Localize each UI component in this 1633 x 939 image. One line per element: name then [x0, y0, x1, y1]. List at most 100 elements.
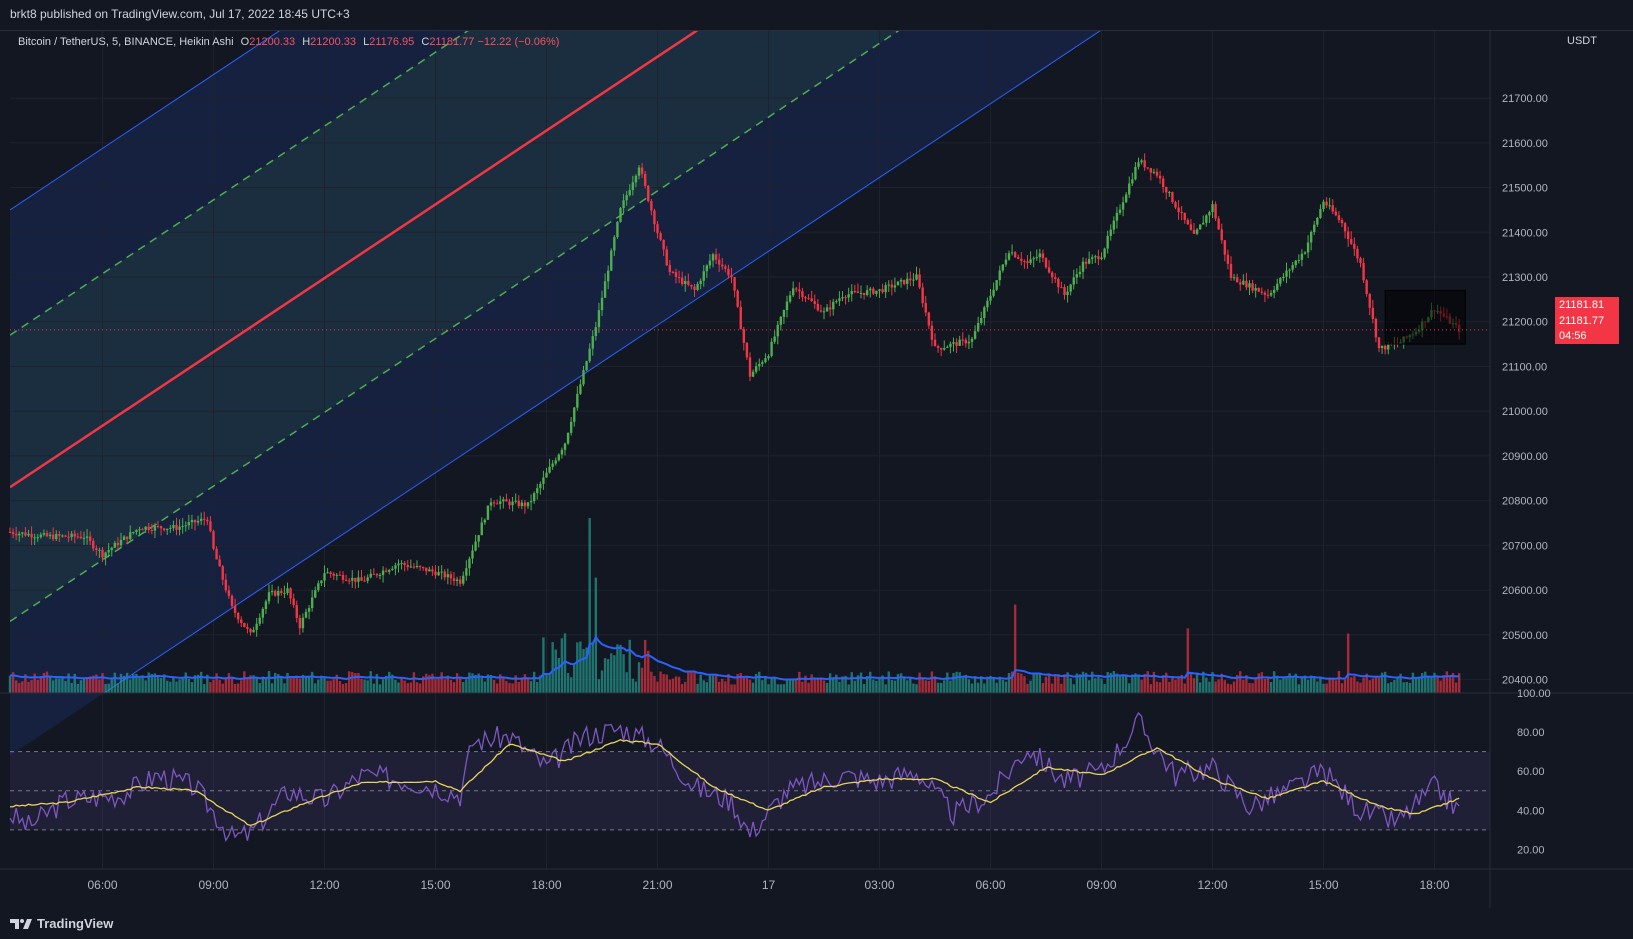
volume-bar: [1263, 678, 1267, 693]
candle-body: [434, 571, 437, 576]
volume-bar: [366, 680, 369, 693]
tradingview-logo[interactable]: TradingView: [10, 916, 113, 931]
volume-bar: [1171, 678, 1174, 693]
candle-body: [369, 573, 372, 578]
candle-body: [495, 503, 499, 505]
volume-bar: [526, 678, 530, 693]
candle-body: [714, 254, 718, 260]
volume-bar: [1285, 676, 1288, 693]
candle-body: [64, 535, 67, 537]
chart-container[interactable]: 21700.00 21600.00 21500.00 21400.00 21300.00…: [0, 30, 1633, 909]
volume-bar: [394, 679, 397, 693]
candle-body: [1146, 167, 1149, 169]
volume-bar: [776, 684, 779, 693]
candle-body: [1374, 318, 1378, 338]
candle-body: [1094, 256, 1097, 258]
symbol-legend: Bitcoin / TetherUS, 5, BINANCE, Heikin A…: [18, 36, 559, 48]
candle-body: [1128, 183, 1131, 195]
candle-body: [1066, 291, 1069, 296]
volume-bar: [668, 679, 672, 693]
candle-body: [785, 301, 789, 311]
candle-body: [1242, 280, 1245, 285]
candle-body: [280, 590, 283, 594]
channel-inner-upper-line[interactable]: [10, 31, 1490, 336]
candle-body: [329, 572, 332, 574]
candle-body: [206, 519, 209, 522]
candle-body: [1359, 258, 1362, 263]
volume-bar: [1195, 674, 1199, 693]
candle-body: [431, 569, 434, 572]
candle-body: [912, 279, 915, 281]
time-tick-label: 15:00: [420, 878, 450, 892]
volume-bar: [246, 677, 249, 693]
volume-bar: [1291, 676, 1294, 693]
volume-bar: [243, 671, 246, 693]
volume-bar: [258, 683, 261, 693]
volume-bar: [1319, 677, 1322, 693]
candle-body: [585, 361, 588, 371]
volume-bar: [452, 682, 456, 693]
volume-bar: [674, 676, 678, 693]
candle-body: [378, 575, 382, 577]
volume-bar: [801, 681, 804, 693]
candle-body: [943, 347, 946, 350]
candle-body: [95, 548, 98, 551]
volume-bar: [144, 680, 147, 693]
channel-midline[interactable]: [10, 31, 1490, 489]
candle-body: [721, 264, 724, 267]
candle-body: [1001, 264, 1005, 271]
volume-bar: [1303, 675, 1307, 693]
volume-bar: [495, 683, 499, 693]
candle-body: [1152, 171, 1156, 173]
candle-body: [1229, 263, 1233, 278]
tradingview-logo-icon: [10, 918, 32, 929]
rsi-ma-line: [9, 738, 1460, 827]
chart-svg[interactable]: 21700.00 21600.00 21500.00 21400.00 21300.00…: [0, 31, 1633, 908]
rsi-line: [9, 711, 1460, 843]
candle-body: [1368, 294, 1371, 308]
volume-bar: [600, 670, 604, 693]
volume-bar: [468, 672, 471, 693]
channel-outer-upper-line[interactable]: [10, 31, 1490, 211]
volume-bar: [906, 680, 909, 693]
volume-bar: [502, 677, 505, 693]
candle-body: [150, 529, 154, 531]
volume-bar: [264, 678, 268, 693]
candle-body: [1198, 224, 1202, 230]
channel-outer-lower-line[interactable]: [10, 31, 1490, 756]
candle-body: [209, 521, 212, 532]
volume-bar: [548, 673, 551, 693]
volume-bar: [227, 673, 231, 693]
candle-body: [360, 577, 363, 581]
volume-bar: [320, 675, 323, 693]
channel-inner-lower-line[interactable]: [10, 31, 1490, 623]
candle-body: [640, 167, 644, 174]
candle-body: [477, 535, 480, 542]
candle-body: [51, 534, 55, 540]
volume-bar: [85, 677, 89, 693]
candle-body: [628, 190, 631, 196]
volume-bar: [1448, 676, 1452, 693]
volume-bar: [1189, 673, 1193, 693]
volume-bar: [884, 684, 887, 693]
volume-bar: [1260, 672, 1264, 693]
candle-body: [295, 605, 298, 618]
candle-body: [653, 210, 656, 225]
volume-bar: [480, 677, 483, 693]
consolidation-box[interactable]: [1384, 289, 1466, 345]
candle-body: [875, 290, 878, 294]
volume-bar: [952, 673, 955, 693]
volume-bar: [1374, 676, 1378, 693]
candle-body: [622, 200, 625, 209]
candle-body: [1223, 240, 1227, 255]
volume-bar: [428, 675, 431, 693]
volume-bar: [138, 676, 141, 693]
candle-body: [724, 266, 727, 269]
candle-body: [508, 501, 511, 506]
candle-body: [853, 291, 857, 293]
volume-bar: [196, 674, 200, 693]
candle-body: [1010, 252, 1014, 254]
volume-bar: [1430, 677, 1433, 693]
volume-bar: [51, 680, 55, 693]
candle-body: [264, 601, 268, 609]
